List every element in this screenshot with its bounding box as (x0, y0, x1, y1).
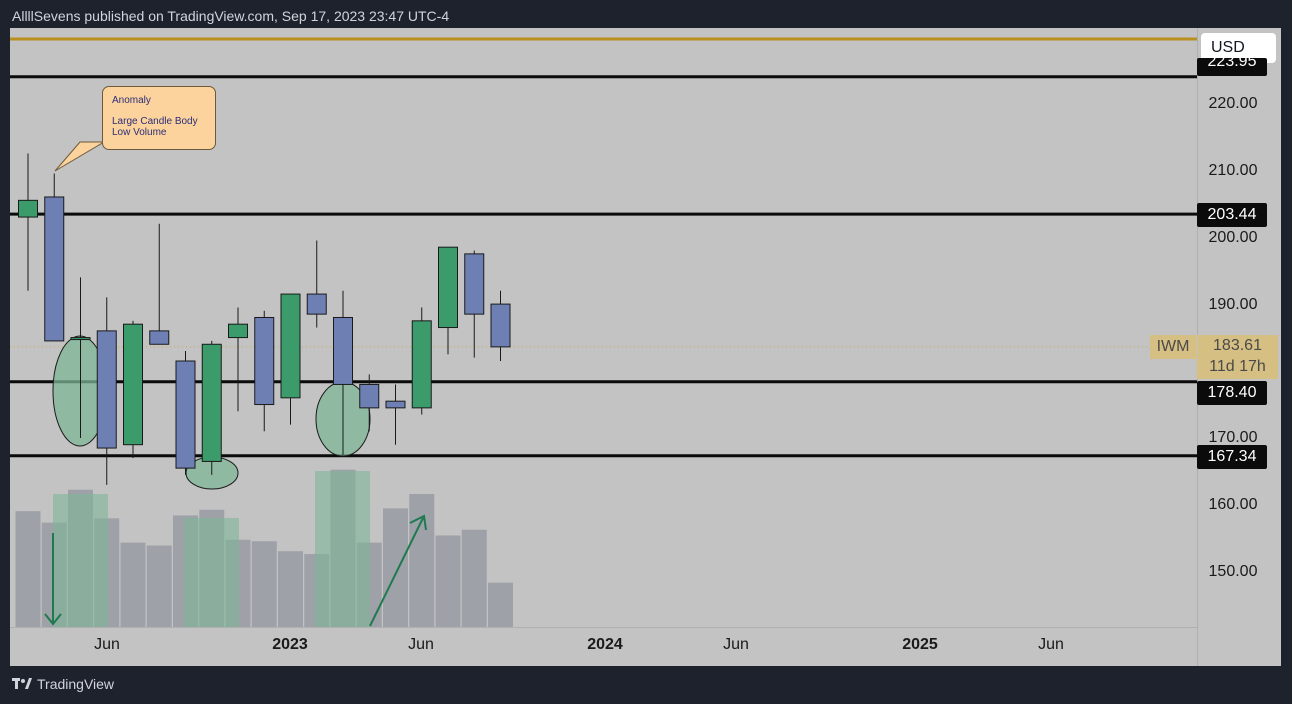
candle-body (175, 360, 196, 469)
callout-title: Anomaly (112, 95, 151, 106)
candle-body (96, 330, 117, 449)
last-price: 183.61 (1213, 337, 1262, 354)
x-tick-jun-2023: Jun (408, 636, 434, 653)
volume-highlight-box (315, 471, 370, 627)
candle-body (411, 320, 432, 409)
candle-body (123, 323, 143, 446)
x-tick-jun-2025: Jun (1038, 636, 1064, 653)
candle-body (254, 316, 275, 406)
volume-bar (461, 529, 487, 627)
volume-bar (146, 545, 172, 627)
price-label-190: 190.00 (1208, 296, 1258, 313)
callout-line-2: Low Volume (112, 127, 167, 138)
price-label-150: 150.00 (1208, 563, 1258, 580)
candle-body (149, 330, 170, 345)
candle-body (464, 253, 485, 315)
arrow-layer (44, 514, 427, 627)
volume-bar (409, 494, 435, 627)
symbol-tag: IWM (1150, 335, 1196, 359)
volume-bar (120, 542, 146, 627)
candle-body (44, 196, 65, 342)
level-tag-203: 203.44 (1197, 203, 1267, 227)
candle-body (18, 199, 38, 218)
candle-body (333, 316, 353, 385)
candle-body (228, 323, 248, 339)
last-price-tag: 183.61 11d 17h (1197, 335, 1278, 379)
volume-layer (15, 469, 513, 627)
candle-body (359, 383, 380, 409)
candle-body (201, 343, 222, 462)
bar-countdown: 11d 17h (1209, 358, 1266, 375)
price-label-170: 170.00 (1208, 429, 1258, 446)
footer-brand[interactable]: TradingView (12, 676, 114, 692)
candle-layer (18, 153, 511, 485)
time-axis-divider (10, 627, 1197, 628)
volume-bar (278, 551, 303, 627)
x-tick-2024: 2024 (587, 636, 623, 653)
up-arrow-icon (369, 517, 424, 627)
volume-bar (15, 511, 41, 627)
x-tick-jun-2024: Jun (723, 636, 749, 653)
level-tag-top-partial: 223.95 (1197, 58, 1267, 76)
callout-line-1: Large Candle Body (112, 116, 198, 127)
anomaly-callout[interactable]: Anomaly Large Candle Body Low Volume (102, 86, 216, 150)
price-label-160: 160.00 (1208, 496, 1258, 513)
level-tag-178: 178.40 (1197, 381, 1267, 405)
level-tag-167: 167.34 (1197, 445, 1267, 469)
tradingview-logo-icon (12, 678, 32, 689)
publisher-line: AllllSevens published on TradingView.com… (12, 8, 450, 24)
x-tick-jun-2022: Jun (94, 636, 120, 653)
x-tick-2023: 2023 (272, 636, 308, 653)
volume-bar (488, 582, 513, 627)
volume-bar (383, 508, 408, 627)
volume-bar (435, 535, 461, 627)
price-label-200: 200.00 (1208, 229, 1258, 246)
candle-body (70, 337, 91, 341)
footer-brand-text: TradingView (37, 676, 115, 692)
volume-highlight-box (53, 494, 108, 627)
candle-body (490, 303, 511, 348)
volume-bar (251, 541, 277, 627)
candle-body (385, 400, 406, 409)
price-label-220: 220.00 (1208, 95, 1258, 112)
candle-body (280, 293, 301, 399)
volume-highlight-box (184, 518, 239, 627)
candle-body (306, 293, 327, 315)
candle-body (438, 246, 458, 329)
x-tick-2025: 2025 (902, 636, 938, 653)
price-label-210: 210.00 (1208, 162, 1258, 179)
up-arrow-head-icon (409, 514, 427, 531)
down-arrow-head-icon (44, 613, 62, 626)
